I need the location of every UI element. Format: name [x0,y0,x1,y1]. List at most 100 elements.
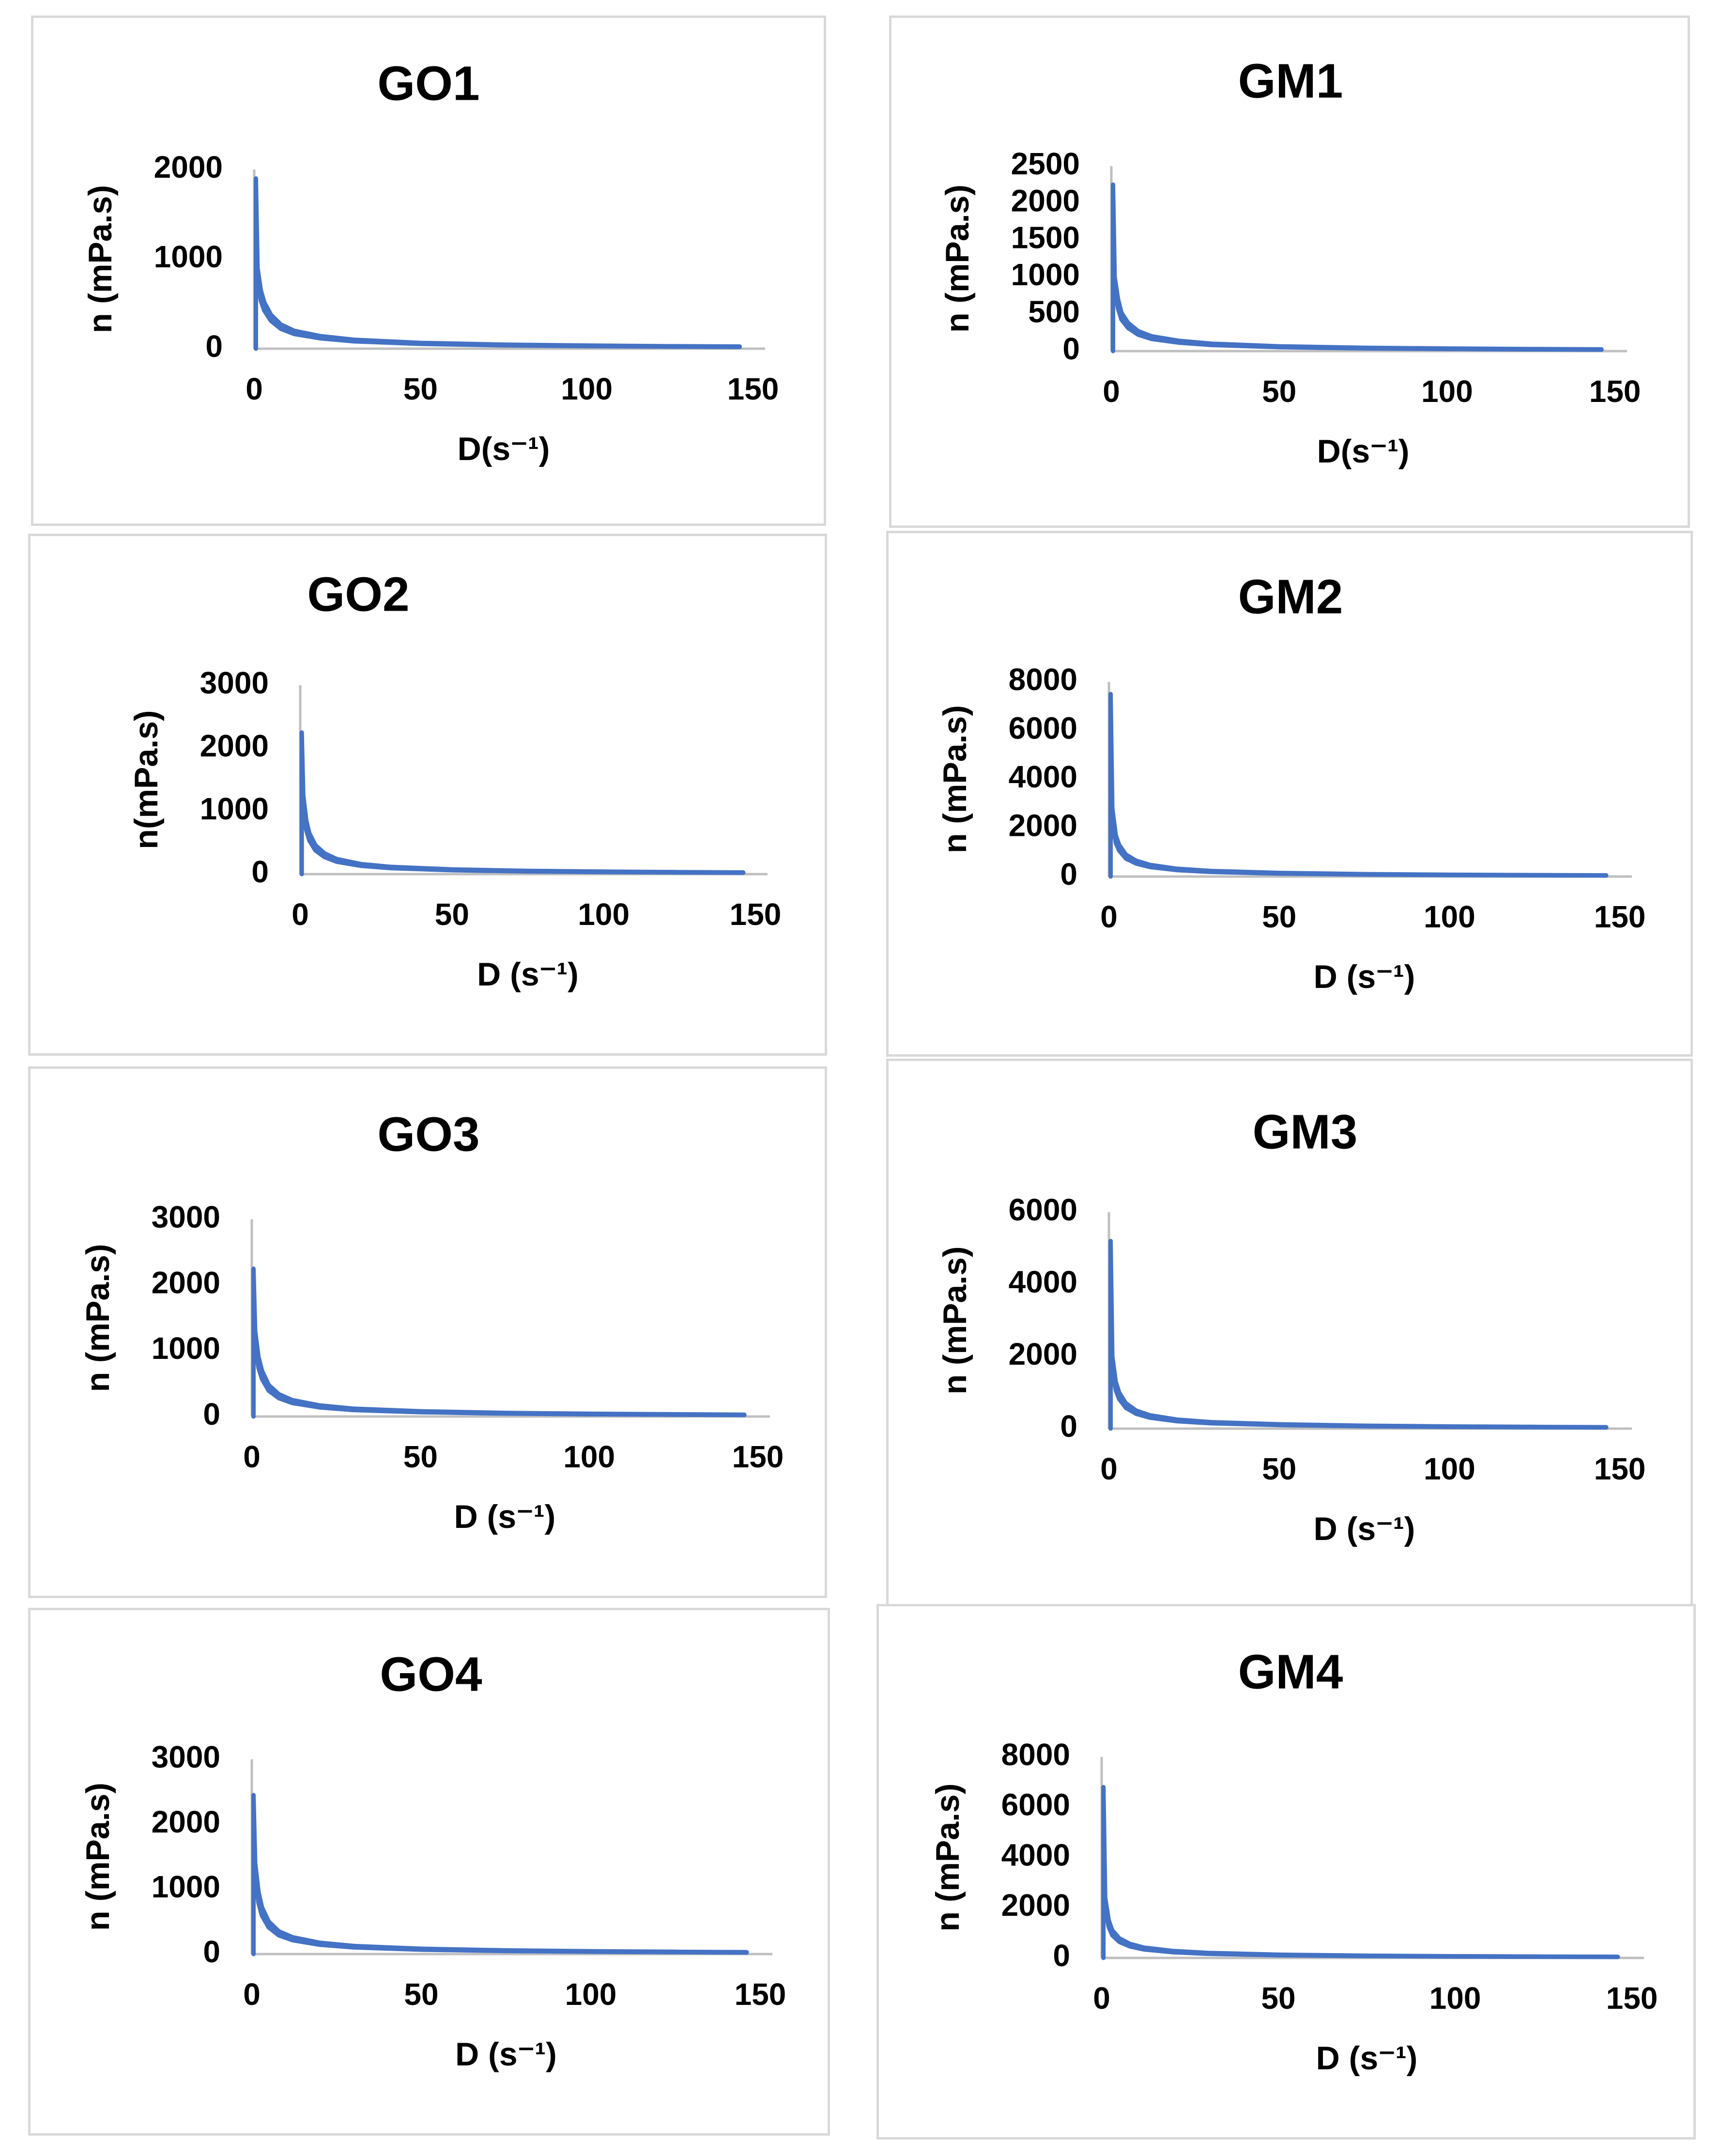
x-tick-label: 100 [1424,1451,1475,1486]
chart-svg: GO1 0 1000 2000 0 50 100 150 D(s⁻¹) n (mPa.s) [82,56,779,467]
x-tick-label: 150 [735,1977,786,2012]
y-tick-label: 1000 [152,1869,220,1904]
x-axis-label: D(s⁻¹) [1317,433,1410,470]
x-axis-label: D (s⁻¹) [454,1498,556,1535]
x-tick-label: 50 [1261,1981,1295,2016]
x-tick-label: 150 [732,1439,784,1474]
chart-panel-go1: GO1 0 1000 2000 0 50 100 150 D(s⁻¹) n (mPa.s) [31,15,826,526]
y-tick-label: 0 [1060,857,1077,892]
chart-panel-go3: GO3 0 1000 2000 3000 0 50 100 150 D (s⁻¹) n (mPa.s… [28,1066,827,1598]
chart-title: GO2 [307,567,409,621]
chart-panel-gm2: GM2 0 2000 4000 6000 8000 0 50 100 150 D (s⁻¹) n (m… [886,531,1693,1057]
x-tick-label: 0 [243,1439,261,1474]
x-tick-label: 50 [1262,374,1296,409]
y-tick-label: 4000 [1001,1837,1070,1872]
y-tick-label: 2000 [1011,183,1080,218]
x-tick-label: 100 [561,371,613,406]
x-axis-label: D (s⁻¹) [1314,1510,1415,1547]
y-tick-label: 6000 [1009,1192,1077,1227]
x-tick-label: 0 [1100,1451,1118,1486]
y-tick-label: 0 [1060,1409,1077,1444]
y-tick-label: 2000 [152,1265,220,1300]
y-tick-label: 1000 [200,791,269,826]
y-axis-label: n (mPa.s) [939,185,976,333]
y-tick-label: 6000 [1001,1787,1070,1822]
x-tick-label: 50 [404,1977,438,2012]
x-axis-label: D (s⁻¹) [1314,958,1415,995]
chart-svg: GM2 0 2000 4000 6000 8000 0 50 100 150 D (s⁻¹) n (m… [937,570,1646,995]
x-tick-label: 50 [403,1439,438,1474]
y-tick-label: 8000 [1001,1737,1070,1772]
y-tick-label: 0 [203,1397,220,1432]
x-tick-label: 0 [243,1977,261,2012]
x-tick-label: 150 [730,897,782,932]
chart-title: GM3 [1253,1105,1358,1159]
series-line-return [1108,746,1609,878]
series-line-n [1108,692,1609,879]
x-tick-label: 50 [1262,1451,1296,1486]
x-tick-label: 150 [727,371,779,406]
x-tick-label: 100 [578,897,630,932]
x-tick-label: 100 [563,1439,615,1474]
series-line-return [1110,232,1604,352]
y-tick-label: 2000 [1001,1888,1070,1923]
x-axis-label: D(s⁻¹) [458,431,550,467]
series-line-return [1108,1295,1609,1430]
x-tick-label: 100 [1424,899,1475,934]
x-tick-label: 0 [1093,1981,1110,2016]
y-tick-label: 2000 [152,1804,220,1839]
y-tick-label: 2000 [1009,1337,1077,1371]
y-tick-label: 0 [1062,331,1080,366]
series-line-n [1108,1239,1609,1431]
x-tick-label: 100 [1429,1981,1481,2016]
chart-title: GO1 [377,56,479,110]
x-axis-label: D (s⁻¹) [477,956,579,993]
x-axis-label: D (s⁻¹) [1316,2040,1418,2077]
x-tick-label: 0 [292,897,309,932]
series-line-n [1101,1785,1620,1960]
chart-svg: GM4 0 2000 4000 6000 8000 0 50 100 150 D (s⁻¹) n (m… [929,1645,1658,2077]
y-tick-label: 2000 [154,150,223,185]
x-tick-label: 100 [565,1977,617,2012]
x-tick-label: 100 [1421,374,1473,409]
y-tick-label: 0 [251,854,269,889]
chart-panel-gm1: GM1 0 500 1000 1500 2000 2500 0 50 100 150 D(s⁻¹) n … [889,15,1690,528]
chart-svg: GO4 0 1000 2000 3000 0 50 100 150 D (s⁻¹) n (mPa.s… [79,1647,786,2073]
x-tick-label: 150 [1589,374,1641,409]
chart-panel-go4: GO4 0 1000 2000 3000 0 50 100 150 D (s⁻¹) n (mPa.s… [28,1608,830,2136]
y-tick-label: 0 [203,1934,220,1969]
series-line-n [299,730,746,877]
series-line-return [299,772,746,875]
x-tick-label: 150 [1594,1451,1646,1486]
chart-svg: GO2 0 1000 2000 3000 0 50 100 150 D (s⁻¹) n(mPa.s) [128,567,782,993]
series-line-return [251,1310,747,1417]
y-tick-label: 500 [1028,294,1080,329]
y-tick-label: 2500 [1011,146,1080,181]
y-tick-label: 0 [205,329,223,364]
y-axis-label: n (mPa.s) [929,1783,966,1931]
x-tick-label: 0 [246,371,263,406]
chart-title: GO4 [380,1647,482,1701]
x-tick-label: 150 [1594,899,1646,934]
y-axis-label: n (mPa.s) [79,1244,116,1392]
x-tick-label: 0 [1100,899,1118,934]
y-axis-label: n(mPa.s) [128,710,165,849]
chart-title: GM1 [1238,54,1343,108]
series-line-n [1110,182,1604,354]
series-line-return [1101,1836,1620,1959]
y-tick-label: 0 [1053,1938,1070,1973]
y-tick-label: 1000 [152,1331,220,1366]
chart-title: GO3 [377,1107,479,1161]
series-line-return [251,1840,749,1955]
series-line-n [251,1266,747,1419]
y-tick-label: 1500 [1011,220,1080,255]
y-tick-label: 4000 [1009,1264,1077,1299]
series-line-n [251,1793,749,1956]
y-axis-label: n (mPa.s) [82,185,119,333]
x-tick-label: 150 [1606,1981,1658,2016]
y-tick-label: 1000 [154,239,223,274]
y-tick-label: 2000 [1009,808,1077,843]
y-tick-label: 2000 [200,728,269,763]
chart-panel-gm4: GM4 0 2000 4000 6000 8000 0 50 100 150 D (s⁻¹) n (m… [876,1604,1696,2140]
